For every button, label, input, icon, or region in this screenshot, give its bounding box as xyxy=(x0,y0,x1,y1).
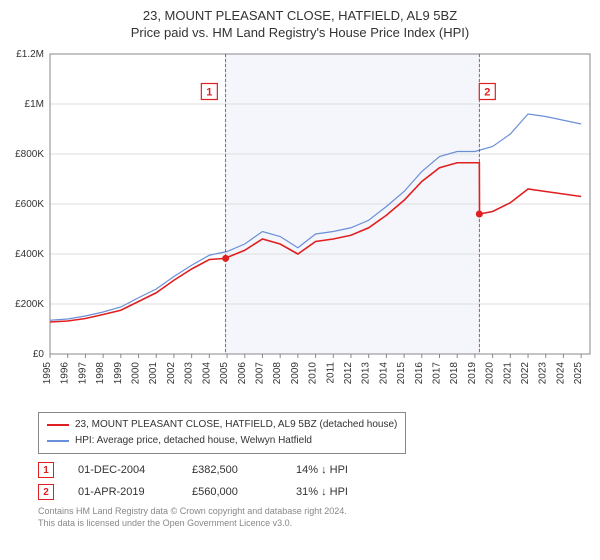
svg-text:£0: £0 xyxy=(33,349,45,360)
svg-text:2023: 2023 xyxy=(538,362,549,385)
svg-text:1997: 1997 xyxy=(77,362,88,385)
svg-text:1999: 1999 xyxy=(113,362,124,385)
svg-text:2018: 2018 xyxy=(449,362,460,385)
svg-text:2: 2 xyxy=(484,87,490,99)
svg-text:2006: 2006 xyxy=(237,362,248,385)
svg-text:1995: 1995 xyxy=(42,362,53,385)
svg-text:2015: 2015 xyxy=(396,362,407,385)
footer-license: Contains HM Land Registry data © Crown c… xyxy=(38,506,590,529)
svg-text:2012: 2012 xyxy=(343,362,354,385)
svg-text:2017: 2017 xyxy=(432,362,443,385)
title-address: 23, MOUNT PLEASANT CLOSE, HATFIELD, AL9 … xyxy=(10,8,590,23)
svg-text:2010: 2010 xyxy=(308,362,319,385)
svg-text:2019: 2019 xyxy=(467,362,478,385)
marker-delta: 31% ↓ HPI xyxy=(296,486,376,498)
svg-text:£800K: £800K xyxy=(15,149,44,160)
svg-text:2021: 2021 xyxy=(502,362,513,385)
legend-row: 23, MOUNT PLEASANT CLOSE, HATFIELD, AL9 … xyxy=(47,417,397,433)
svg-text:2001: 2001 xyxy=(148,362,159,385)
svg-text:2008: 2008 xyxy=(272,362,283,385)
marker-row: 1 01-DEC-2004 £382,500 14% ↓ HPI xyxy=(38,462,590,478)
svg-text:£400K: £400K xyxy=(15,249,44,260)
chart-svg: £0 £200K £400K £600K £800K £1M £1.2M 1995 1996 19… xyxy=(0,44,600,404)
marker-table: 1 01-DEC-2004 £382,500 14% ↓ HPI 2 01-APR-201… xyxy=(38,462,590,500)
footer-line2: This data is licensed under the Open Gov… xyxy=(38,518,590,530)
svg-text:2011: 2011 xyxy=(325,362,336,384)
legend-label: HPI: Average price, detached house, Welw… xyxy=(75,433,312,449)
svg-text:£200K: £200K xyxy=(15,299,44,310)
marker-row: 2 01-APR-2019 £560,000 31% ↓ HPI xyxy=(38,484,590,500)
svg-text:2004: 2004 xyxy=(201,362,212,385)
legend-label: 23, MOUNT PLEASANT CLOSE, HATFIELD, AL9 … xyxy=(75,417,397,433)
svg-text:2013: 2013 xyxy=(361,362,372,385)
svg-text:£1.2M: £1.2M xyxy=(16,49,44,60)
svg-text:£600K: £600K xyxy=(15,199,44,210)
svg-text:2016: 2016 xyxy=(414,362,425,385)
legend-box: 23, MOUNT PLEASANT CLOSE, HATFIELD, AL9 … xyxy=(38,412,406,454)
svg-text:2014: 2014 xyxy=(378,362,389,385)
marker-price: £560,000 xyxy=(192,486,272,498)
title-block: 23, MOUNT PLEASANT CLOSE, HATFIELD, AL9 … xyxy=(0,0,600,44)
marker-date: 01-DEC-2004 xyxy=(78,464,168,476)
marker-index-box: 2 xyxy=(38,484,54,500)
legend-row: HPI: Average price, detached house, Welw… xyxy=(47,433,397,449)
title-subtitle: Price paid vs. HM Land Registry's House … xyxy=(10,25,590,40)
svg-text:1998: 1998 xyxy=(95,362,106,385)
footer-line1: Contains HM Land Registry data © Crown c… xyxy=(38,506,590,518)
svg-text:2003: 2003 xyxy=(184,362,195,385)
marker-delta: 14% ↓ HPI xyxy=(296,464,376,476)
legend-swatch xyxy=(47,440,69,442)
svg-text:2002: 2002 xyxy=(166,362,177,385)
svg-text:2000: 2000 xyxy=(131,362,142,385)
marker-index-box: 1 xyxy=(38,462,54,478)
legend-swatch xyxy=(47,424,69,426)
svg-text:2025: 2025 xyxy=(573,362,584,385)
svg-text:2024: 2024 xyxy=(555,362,566,385)
chart-area: £0 £200K £400K £600K £800K £1M £1.2M 1995 1996 19… xyxy=(0,44,600,404)
svg-text:2007: 2007 xyxy=(254,362,265,385)
marker-date: 01-APR-2019 xyxy=(78,486,168,498)
svg-text:£1M: £1M xyxy=(25,99,44,110)
chart-container: 23, MOUNT PLEASANT CLOSE, HATFIELD, AL9 … xyxy=(0,0,600,529)
svg-text:2009: 2009 xyxy=(290,362,301,385)
svg-text:2020: 2020 xyxy=(485,362,496,385)
svg-text:1996: 1996 xyxy=(60,362,71,385)
svg-text:2022: 2022 xyxy=(520,362,531,385)
svg-text:2005: 2005 xyxy=(219,362,230,385)
marker-price: £382,500 xyxy=(192,464,272,476)
svg-text:1: 1 xyxy=(206,87,212,99)
